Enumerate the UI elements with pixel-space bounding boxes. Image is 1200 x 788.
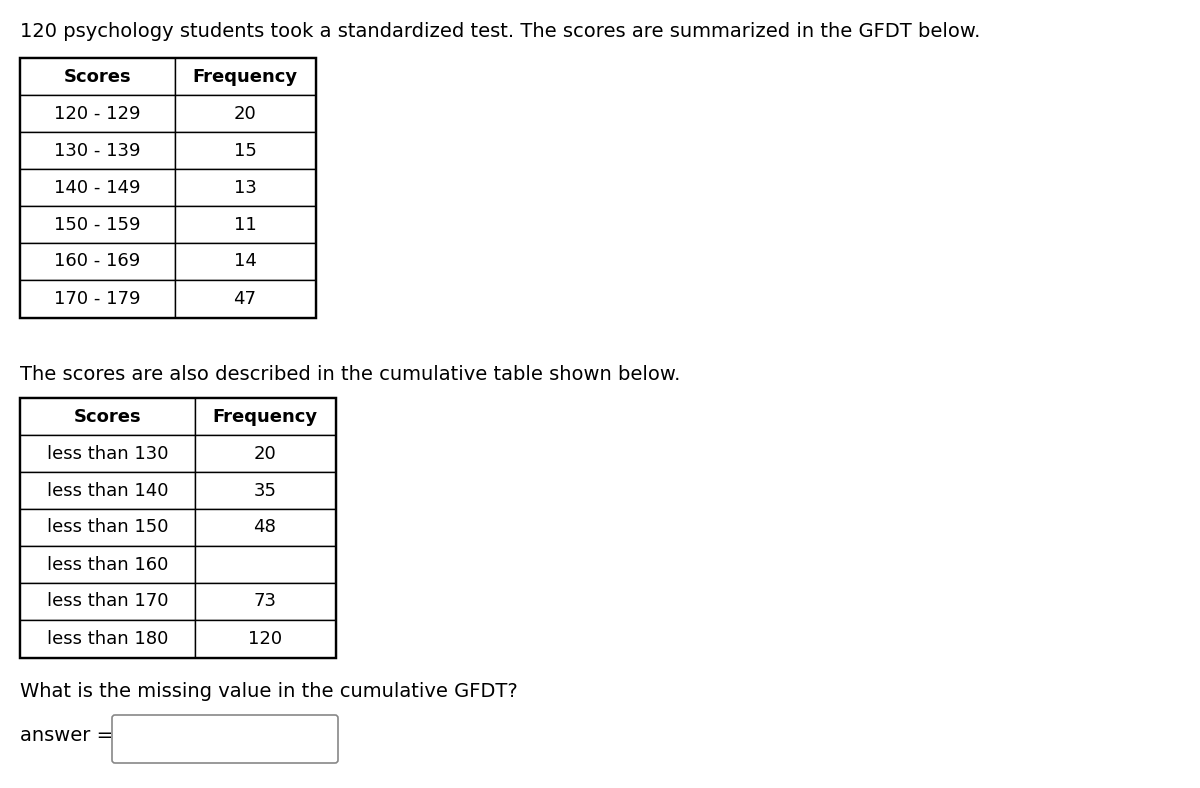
Bar — [20, 546, 194, 583]
Bar — [20, 583, 194, 620]
Bar — [20, 243, 175, 280]
Text: Scores: Scores — [73, 407, 142, 426]
Bar — [175, 206, 314, 243]
Text: less than 130: less than 130 — [47, 444, 168, 463]
Text: 130 - 139: 130 - 139 — [54, 142, 140, 159]
Text: 73: 73 — [253, 593, 276, 611]
Bar — [20, 472, 194, 509]
Bar — [175, 58, 314, 95]
Text: 35: 35 — [253, 481, 276, 500]
Text: 47: 47 — [234, 289, 257, 307]
Bar — [194, 435, 335, 472]
Text: 11: 11 — [234, 215, 257, 233]
Text: 150 - 159: 150 - 159 — [54, 215, 140, 233]
Text: less than 150: less than 150 — [47, 519, 168, 537]
Bar — [175, 95, 314, 132]
Text: 20: 20 — [234, 105, 257, 122]
Bar — [20, 169, 175, 206]
Bar — [194, 620, 335, 657]
FancyBboxPatch shape — [112, 715, 338, 763]
Text: less than 160: less than 160 — [47, 556, 168, 574]
Text: The scores are also described in the cumulative table shown below.: The scores are also described in the cum… — [20, 365, 680, 384]
Text: 140 - 149: 140 - 149 — [54, 179, 140, 196]
Bar — [20, 58, 314, 317]
Text: 20: 20 — [253, 444, 276, 463]
Text: 170 - 179: 170 - 179 — [54, 289, 140, 307]
Text: 120: 120 — [248, 630, 282, 648]
Bar — [194, 583, 335, 620]
Text: 15: 15 — [234, 142, 257, 159]
Text: answer =: answer = — [20, 726, 113, 745]
Bar — [20, 509, 194, 546]
Bar — [20, 280, 175, 317]
Bar — [20, 620, 194, 657]
Bar — [175, 169, 314, 206]
Text: 160 - 169: 160 - 169 — [54, 252, 140, 270]
Text: 120 - 129: 120 - 129 — [54, 105, 140, 122]
Bar — [20, 435, 194, 472]
Bar — [194, 509, 335, 546]
Bar — [194, 472, 335, 509]
Bar — [175, 132, 314, 169]
Text: 48: 48 — [253, 519, 276, 537]
Text: 13: 13 — [234, 179, 257, 196]
Bar — [20, 206, 175, 243]
Text: Frequency: Frequency — [212, 407, 318, 426]
Bar — [194, 546, 335, 583]
Text: less than 170: less than 170 — [47, 593, 168, 611]
Bar — [175, 280, 314, 317]
Bar — [20, 58, 175, 95]
Text: 120 psychology students took a standardized test. The scores are summarized in t: 120 psychology students took a standardi… — [20, 22, 980, 41]
Text: What is the missing value in the cumulative GFDT?: What is the missing value in the cumulat… — [20, 682, 517, 701]
Text: less than 140: less than 140 — [47, 481, 168, 500]
Bar — [20, 398, 194, 435]
Text: 14: 14 — [234, 252, 257, 270]
Text: Frequency: Frequency — [192, 68, 298, 86]
Bar — [20, 398, 335, 657]
Bar — [20, 132, 175, 169]
Text: Scores: Scores — [64, 68, 131, 86]
Bar — [20, 95, 175, 132]
Bar — [194, 398, 335, 435]
Bar — [175, 243, 314, 280]
Text: less than 180: less than 180 — [47, 630, 168, 648]
